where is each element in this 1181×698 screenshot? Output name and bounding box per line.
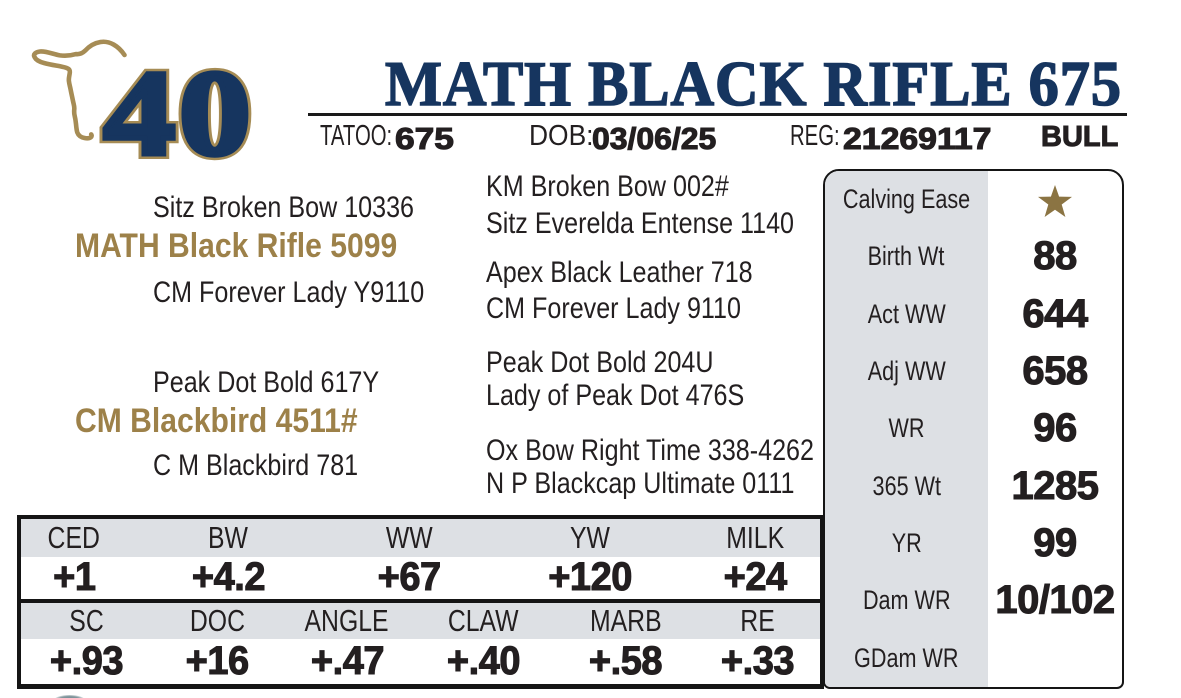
svg-text:40: 40	[103, 64, 254, 179]
svg-text:40: 40	[103, 64, 254, 179]
